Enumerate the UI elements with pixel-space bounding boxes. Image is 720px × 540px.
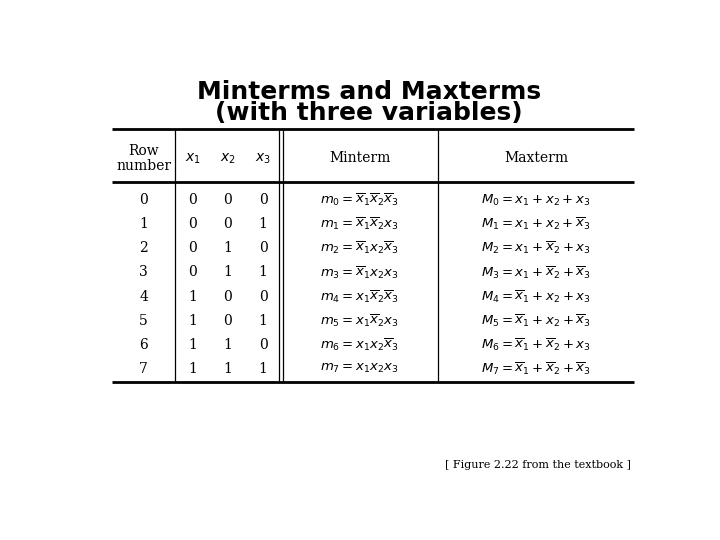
Text: 2: 2 xyxy=(139,241,148,255)
Text: 0: 0 xyxy=(258,193,268,207)
Text: 1: 1 xyxy=(223,362,233,376)
Text: 1: 1 xyxy=(258,265,268,279)
Text: number: number xyxy=(116,159,171,173)
Text: 0: 0 xyxy=(188,217,197,231)
Text: 1: 1 xyxy=(258,217,268,231)
Text: 1: 1 xyxy=(188,289,197,303)
Text: $x_1$: $x_1$ xyxy=(184,151,200,166)
Text: $m_6 = x_1 x_2\overline{x}_3$: $m_6 = x_1 x_2\overline{x}_3$ xyxy=(320,336,399,353)
Text: 4: 4 xyxy=(139,289,148,303)
Text: $m_5 = x_1\overline{x}_2 x_3$: $m_5 = x_1\overline{x}_2 x_3$ xyxy=(320,313,399,329)
Text: Minterms and Maxterms: Minterms and Maxterms xyxy=(197,80,541,104)
Text: 0: 0 xyxy=(223,289,232,303)
Text: 0: 0 xyxy=(223,314,232,328)
Text: $m_2 = \overline{x}_1 x_2\overline{x}_3$: $m_2 = \overline{x}_1 x_2\overline{x}_3$ xyxy=(320,240,399,256)
Text: $M_1 = x_1 + x_2 + \overline{x}_3$: $M_1 = x_1 + x_2 + \overline{x}_3$ xyxy=(482,216,591,232)
Text: Row: Row xyxy=(128,144,159,158)
Text: 1: 1 xyxy=(188,362,197,376)
Text: 5: 5 xyxy=(139,314,148,328)
Text: 1: 1 xyxy=(188,314,197,328)
Text: 1: 1 xyxy=(223,265,233,279)
Text: (with three variables): (with three variables) xyxy=(215,100,523,125)
Text: Minterm: Minterm xyxy=(329,151,390,165)
Text: $x_3$: $x_3$ xyxy=(255,151,271,166)
Text: 1: 1 xyxy=(223,241,233,255)
Text: Maxterm: Maxterm xyxy=(504,151,568,165)
Text: $x_2$: $x_2$ xyxy=(220,151,235,166)
Text: 3: 3 xyxy=(139,265,148,279)
Text: 0: 0 xyxy=(188,193,197,207)
Text: $M_0 = x_1 + x_2 + x_3$: $M_0 = x_1 + x_2 + x_3$ xyxy=(482,192,591,207)
Text: 0: 0 xyxy=(258,289,268,303)
Text: 6: 6 xyxy=(139,338,148,352)
Text: [ Figure 2.22 from the textbook ]: [ Figure 2.22 from the textbook ] xyxy=(445,460,631,470)
Text: $m_0 = \overline{x}_1\overline{x}_2\overline{x}_3$: $m_0 = \overline{x}_1\overline{x}_2\over… xyxy=(320,192,399,208)
Text: $M_3 = x_1 + \overline{x}_2 + \overline{x}_3$: $M_3 = x_1 + \overline{x}_2 + \overline{… xyxy=(481,264,591,281)
Text: $m_7 = x_1 x_2 x_3$: $m_7 = x_1 x_2 x_3$ xyxy=(320,362,399,375)
Text: $M_6 = \overline{x}_1 + \overline{x}_2 + x_3$: $M_6 = \overline{x}_1 + \overline{x}_2 +… xyxy=(481,336,591,353)
Text: 0: 0 xyxy=(139,193,148,207)
Text: $m_4 = x_1\overline{x}_2\overline{x}_3$: $m_4 = x_1\overline{x}_2\overline{x}_3$ xyxy=(320,288,399,305)
Text: 0: 0 xyxy=(258,338,268,352)
Text: 0: 0 xyxy=(188,265,197,279)
Text: 0: 0 xyxy=(258,241,268,255)
Text: 1: 1 xyxy=(139,217,148,231)
Text: 7: 7 xyxy=(139,362,148,376)
Text: $m_1 = \overline{x}_1\overline{x}_2 x_3$: $m_1 = \overline{x}_1\overline{x}_2 x_3$ xyxy=(320,216,399,232)
Text: 1: 1 xyxy=(258,314,268,328)
Text: 1: 1 xyxy=(223,338,233,352)
Text: $M_5 = \overline{x}_1 + x_2 + \overline{x}_3$: $M_5 = \overline{x}_1 + x_2 + \overline{… xyxy=(481,313,591,329)
Text: 0: 0 xyxy=(188,241,197,255)
Text: 0: 0 xyxy=(223,193,232,207)
Text: $M_4 = \overline{x}_1 + x_2 + x_3$: $M_4 = \overline{x}_1 + x_2 + x_3$ xyxy=(482,288,591,305)
Text: $M_7 = \overline{x}_1 + \overline{x}_2 + \overline{x}_3$: $M_7 = \overline{x}_1 + \overline{x}_2 +… xyxy=(481,361,591,377)
Text: 1: 1 xyxy=(258,362,268,376)
Text: $m_3 = \overline{x}_1 x_2 x_3$: $m_3 = \overline{x}_1 x_2 x_3$ xyxy=(320,264,399,281)
Text: $M_2 = x_1 + \overline{x}_2 + x_3$: $M_2 = x_1 + \overline{x}_2 + x_3$ xyxy=(482,240,591,256)
Text: 0: 0 xyxy=(223,217,232,231)
Text: 1: 1 xyxy=(188,338,197,352)
